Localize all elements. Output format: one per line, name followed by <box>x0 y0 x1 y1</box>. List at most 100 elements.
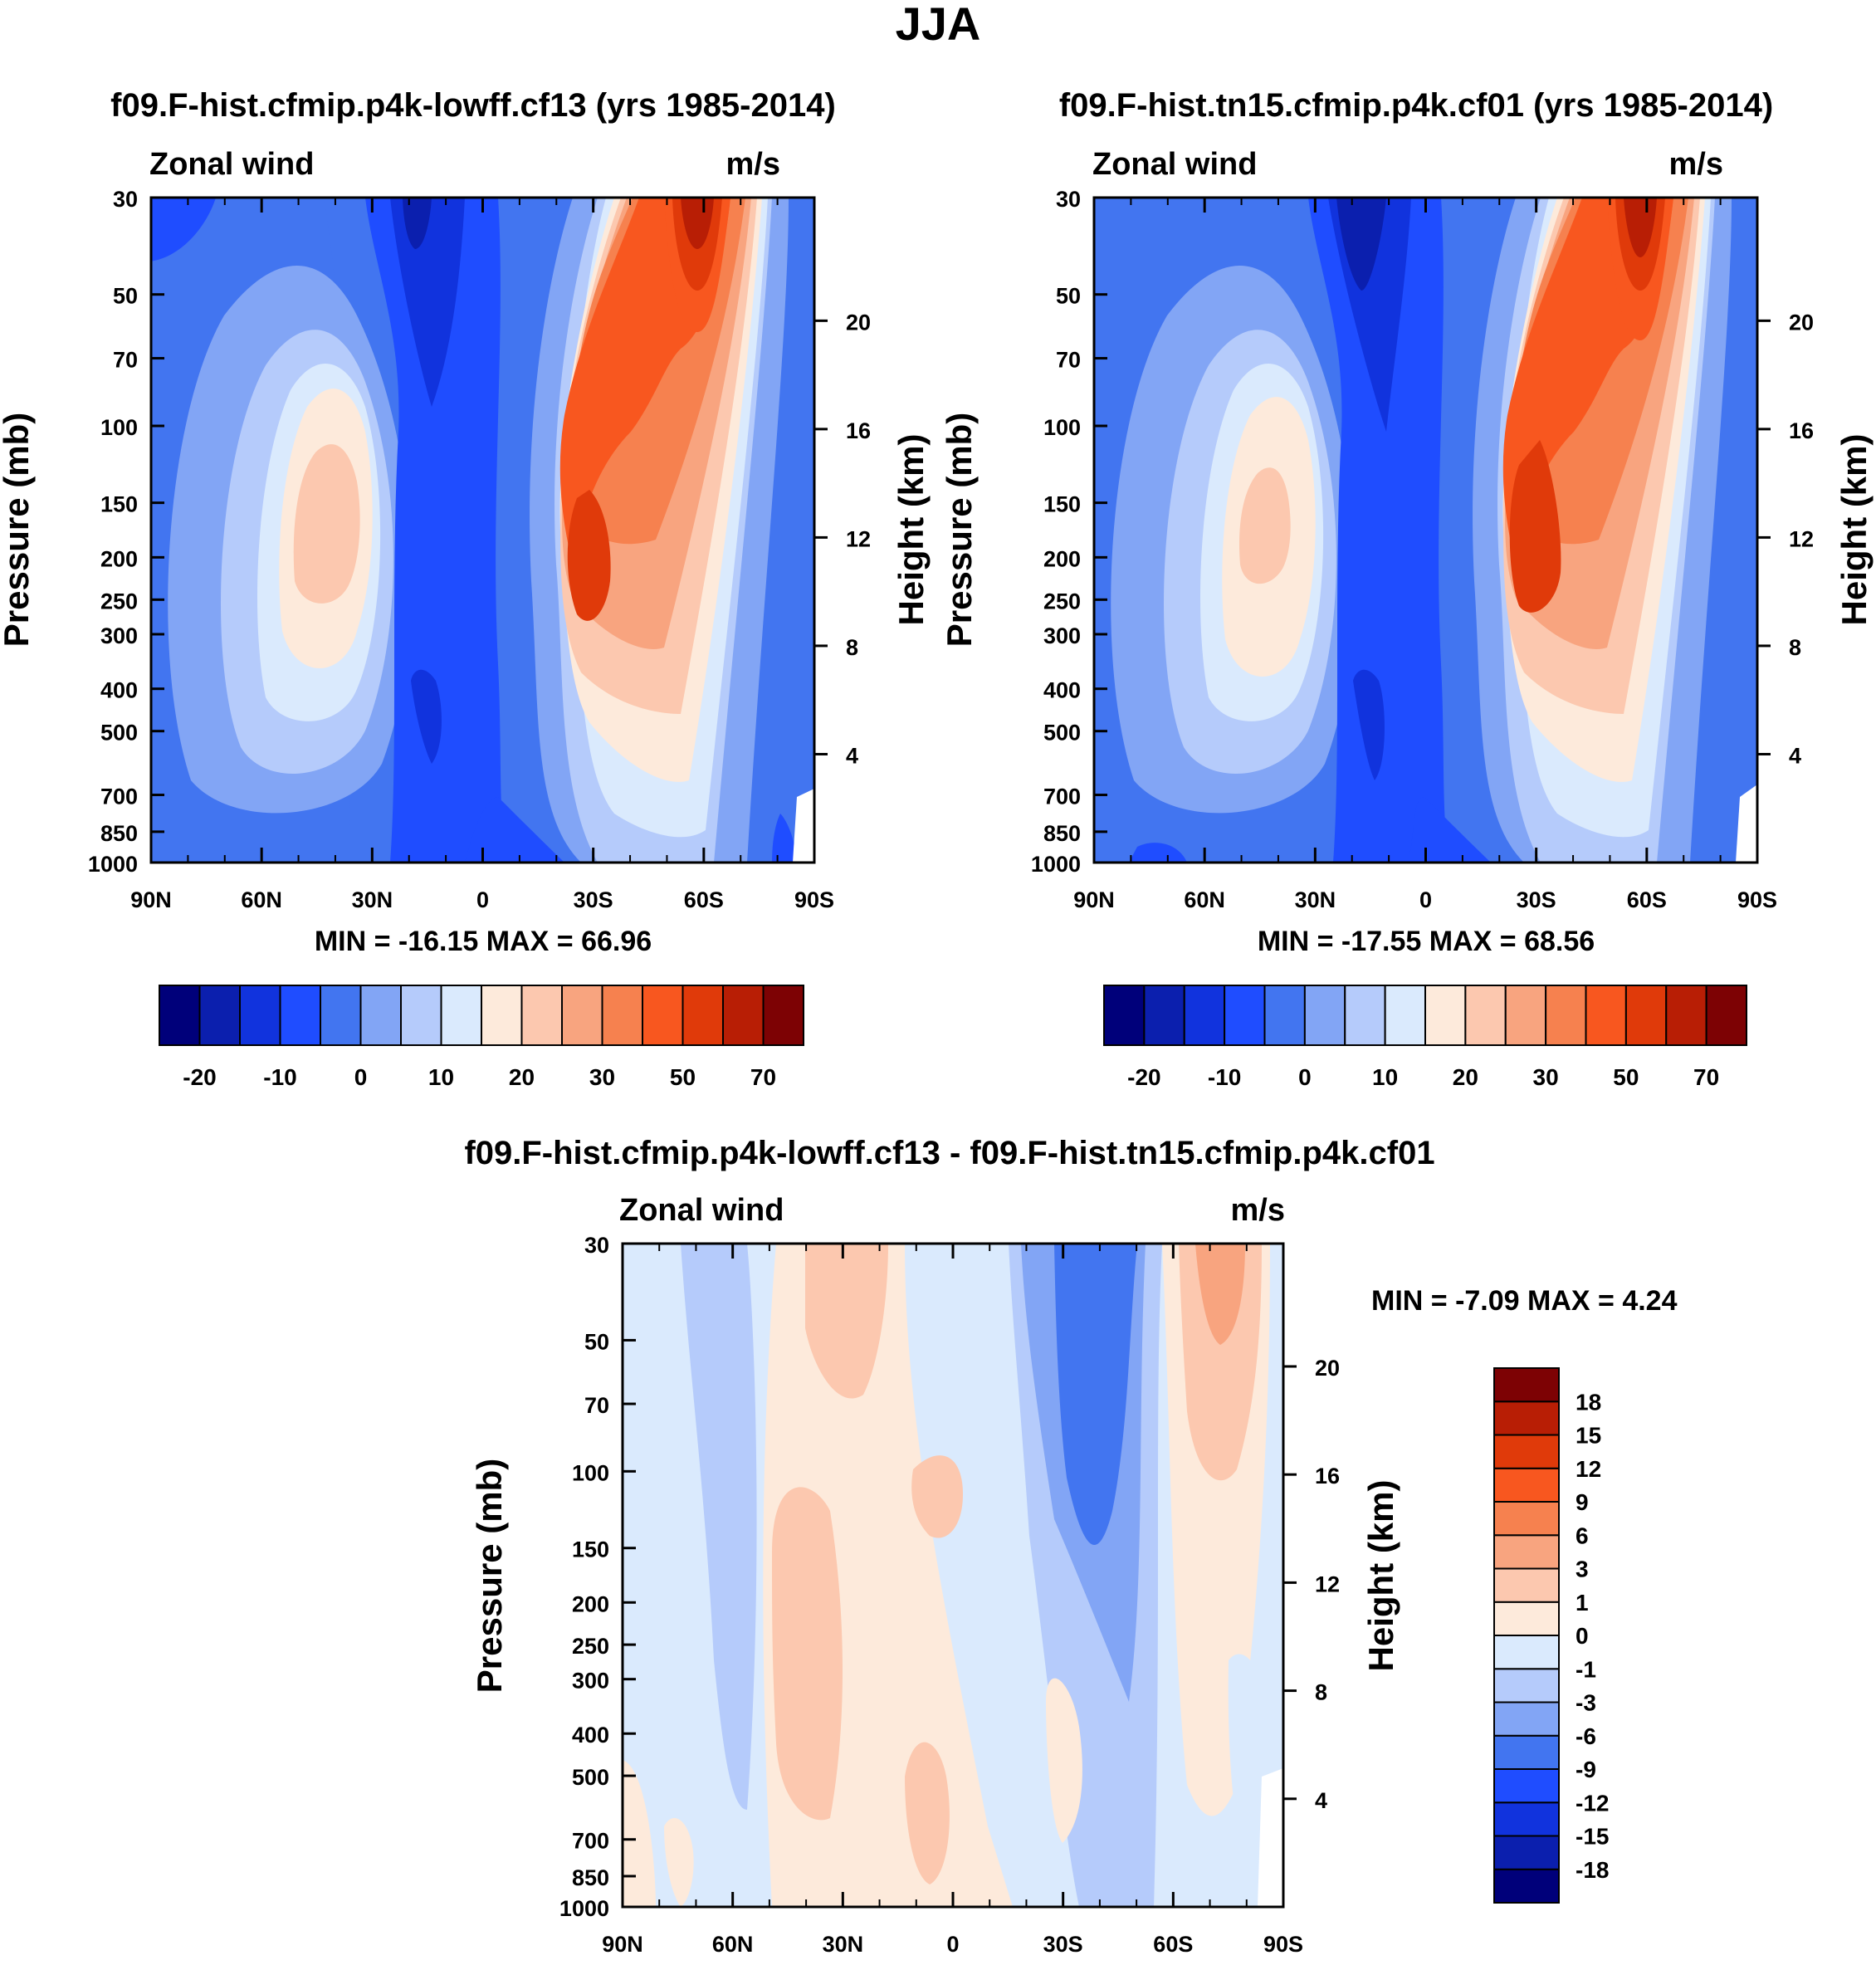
x-tick-label: 0 <box>1419 887 1432 912</box>
colorbar-swatch <box>320 985 362 1046</box>
panel-a: f09.F-hist.cfmip.p4k-lowff.cf13 (yrs 198… <box>0 87 931 1090</box>
colorbar-label: 12 <box>1576 1456 1601 1482</box>
panel-a-right-label: m/s <box>726 147 780 182</box>
colorbar-label: 50 <box>670 1064 696 1090</box>
colorbar-label: 0 <box>1576 1623 1589 1649</box>
x-tick-label: 30S <box>1043 1932 1083 1957</box>
panel-b: f09.F-hist.tn15.cfmip.p4k.cf01 (yrs 1985… <box>940 87 1874 1090</box>
colorbar-swatch <box>279 985 321 1046</box>
colorbar-swatch <box>198 985 241 1046</box>
panel-b-minmax: MIN = -17.55 MAX = 68.56 <box>1258 926 1595 957</box>
colorbar-swatch <box>1493 1801 1560 1837</box>
y-tick-label: 30 <box>113 187 138 212</box>
y-tick-label: 400 <box>1043 678 1081 703</box>
panel-b-axes: 305070100150200250300400500700850100090N… <box>1031 187 1814 912</box>
colorbar-label: 30 <box>589 1064 615 1090</box>
panel-b-contour-fill <box>1094 198 1757 863</box>
height-tick-label: 8 <box>1789 635 1801 660</box>
x-tick-label: 90N <box>602 1932 643 1957</box>
colorbar-swatch <box>359 985 402 1046</box>
height-tick-label: 20 <box>1789 310 1814 335</box>
panel-b-ylabel-right: Height (km) <box>1834 434 1874 626</box>
panel-c: f09.F-hist.cfmip.p4k-lowff.cf13 - f09.F-… <box>464 1135 1677 1957</box>
colorbar-label: 20 <box>1453 1064 1478 1090</box>
colorbar-a: -20 -10 0 10 20 30 50 70 <box>159 985 804 1090</box>
y-tick-label: 850 <box>572 1865 609 1890</box>
colorbar-label: 15 <box>1576 1423 1601 1449</box>
colorbar-label: 50 <box>1613 1064 1639 1090</box>
x-tick-label: 0 <box>476 887 489 912</box>
colorbar-swatch <box>1493 1567 1560 1603</box>
height-tick-label: 20 <box>1315 1356 1340 1381</box>
colorbar-label: -1 <box>1576 1656 1596 1682</box>
colorbar-label: -20 <box>1127 1064 1160 1090</box>
colorbar-swatch <box>239 985 281 1046</box>
y-tick-label: 100 <box>1043 415 1081 440</box>
height-tick-label: 4 <box>846 743 858 768</box>
colorbar-label: -9 <box>1576 1757 1596 1782</box>
colorbar-swatch <box>1504 985 1547 1046</box>
colorbar-swatch <box>1493 1701 1560 1737</box>
colorbar-label: -10 <box>1208 1064 1241 1090</box>
y-tick-label: 700 <box>100 785 138 809</box>
colorbar-swatch <box>1545 985 1587 1046</box>
y-tick-label: 700 <box>1043 785 1081 809</box>
colorbar-swatch <box>1493 1668 1560 1703</box>
colorbar-swatch <box>1424 985 1467 1046</box>
panel-c-left-label: Zonal wind <box>619 1193 784 1228</box>
y-tick-label: 700 <box>572 1829 609 1854</box>
colorbar-label: 20 <box>509 1064 535 1090</box>
panel-a-ylabel-right: Height (km) <box>892 434 931 626</box>
y-tick-label: 250 <box>1043 589 1081 613</box>
colorbar-label: 70 <box>1693 1064 1719 1090</box>
colorbar-swatch <box>1493 1467 1560 1503</box>
colorbar-swatch <box>1493 1400 1560 1436</box>
y-tick-label: 850 <box>100 821 138 846</box>
colorbar-swatch <box>642 985 684 1046</box>
height-tick-label: 4 <box>1315 1788 1327 1813</box>
panel-b-title: f09.F-hist.tn15.cfmip.p4k.cf01 (yrs 1985… <box>1059 87 1773 124</box>
y-tick-label: 30 <box>584 1233 609 1258</box>
colorbar-label: -12 <box>1576 1790 1609 1816</box>
y-tick-label: 250 <box>572 1634 609 1659</box>
y-tick-label: 70 <box>113 348 138 373</box>
colorbar-swatch <box>682 985 724 1046</box>
colorbar-label: 18 <box>1576 1389 1601 1415</box>
y-tick-label: 70 <box>584 1393 609 1418</box>
y-tick-label: 300 <box>100 623 138 648</box>
y-tick-label: 400 <box>572 1723 609 1747</box>
colorbar-swatch <box>1705 985 1747 1046</box>
y-tick-label: 500 <box>1043 721 1081 745</box>
colorbar-label: -6 <box>1576 1723 1596 1749</box>
y-tick-label: 150 <box>1043 492 1081 517</box>
colorbar-swatch <box>520 985 563 1046</box>
y-tick-label: 850 <box>1043 821 1081 846</box>
y-tick-label: 250 <box>100 589 138 613</box>
x-tick-label: 90N <box>1073 887 1115 912</box>
colorbar-swatch <box>1493 1534 1560 1570</box>
y-tick-label: 200 <box>100 546 138 571</box>
height-tick-label: 12 <box>1315 1572 1340 1596</box>
y-tick-label: 400 <box>100 678 138 703</box>
colorbar-swatch <box>1665 985 1707 1046</box>
x-tick-label: 60S <box>684 887 724 912</box>
colorbar-swatch <box>1183 985 1226 1046</box>
colorbar-label: 70 <box>750 1064 776 1090</box>
y-tick-label: 200 <box>572 1591 609 1616</box>
colorbar-label: -20 <box>183 1064 216 1090</box>
height-tick-label: 12 <box>1789 526 1814 551</box>
colorbar-label: -18 <box>1576 1857 1609 1883</box>
y-tick-label: 50 <box>584 1329 609 1354</box>
panel-a-minmax: MIN = -16.15 MAX = 66.96 <box>315 926 652 957</box>
x-tick-label: 60S <box>1153 1932 1193 1957</box>
colorbar-swatch <box>1344 985 1386 1046</box>
x-tick-label: 60N <box>712 1932 754 1957</box>
x-tick-label: 30S <box>1517 887 1556 912</box>
colorbar-swatch <box>1493 1367 1560 1403</box>
colorbar-label: 30 <box>1533 1064 1559 1090</box>
height-tick-label: 16 <box>1789 418 1814 443</box>
x-tick-label: 90S <box>794 887 834 912</box>
y-tick-label: 300 <box>572 1669 609 1694</box>
colorbar-swatch <box>561 985 603 1046</box>
